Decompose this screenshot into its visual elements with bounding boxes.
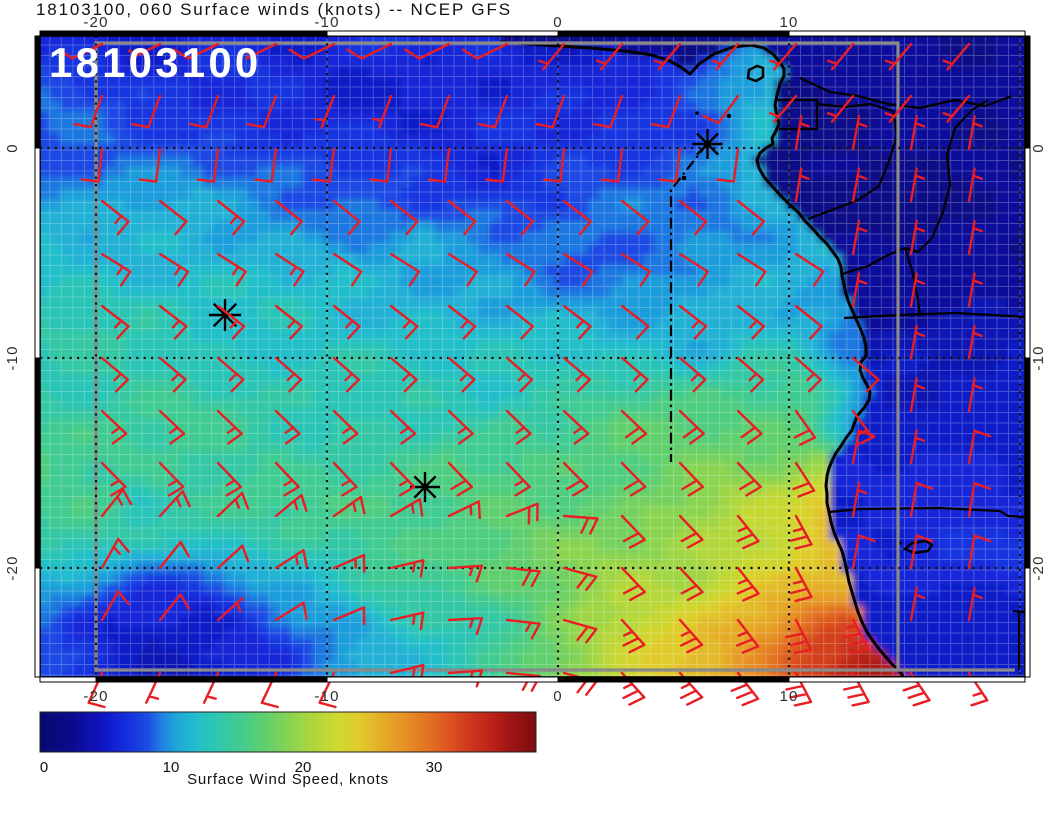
svg-text:18103100, 060 Surface winds (k: 18103100, 060 Surface winds (knots) -- N…	[36, 0, 512, 19]
svg-text:-20: -20	[83, 688, 108, 705]
svg-text:-20: -20	[1030, 555, 1047, 580]
svg-text:Surface Wind Speed, knots: Surface Wind Speed, knots	[187, 771, 389, 788]
svg-text:30: 30	[426, 759, 443, 776]
svg-text:10: 10	[779, 688, 798, 705]
svg-text:0: 0	[553, 14, 563, 31]
svg-text:10: 10	[163, 759, 180, 776]
svg-text:0: 0	[1030, 143, 1047, 153]
svg-text:-10: -10	[4, 345, 21, 370]
svg-text:-20: -20	[4, 555, 21, 580]
svg-text:-10: -10	[314, 688, 339, 705]
svg-text:0: 0	[40, 759, 48, 776]
svg-text:0: 0	[553, 688, 563, 705]
svg-text:-20: -20	[83, 14, 108, 31]
svg-text:-10: -10	[314, 14, 339, 31]
svg-text:0: 0	[4, 143, 21, 153]
svg-text:10: 10	[779, 14, 798, 31]
svg-text:18103100: 18103100	[49, 39, 261, 86]
svg-text:-10: -10	[1030, 345, 1047, 370]
svg-text:20: 20	[295, 759, 312, 776]
